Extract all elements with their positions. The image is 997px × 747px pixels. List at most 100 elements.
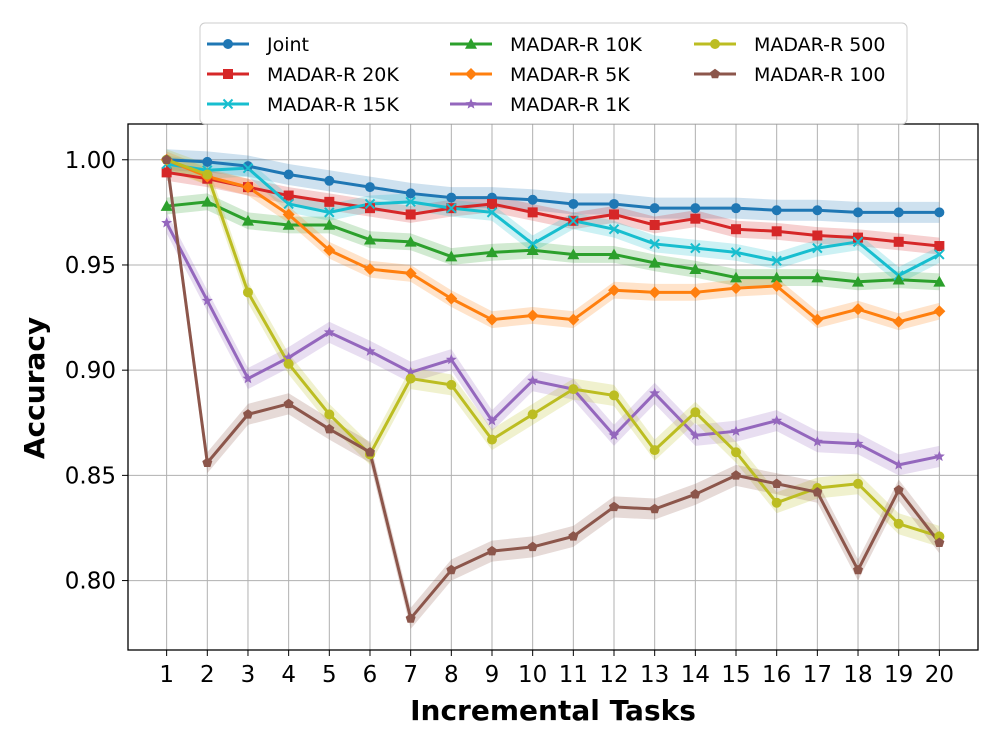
point-madar-r-100 [649, 503, 660, 514]
series-line-madar-r-15k [166, 162, 941, 277]
y-tick-label: 0.90 [65, 358, 116, 384]
point-madar-r-15k [934, 249, 945, 260]
point-madar-r-10k [526, 244, 539, 256]
point-madar-r-15k [771, 255, 782, 266]
point-madar-r-1k [445, 353, 457, 365]
point-madar-r-20k [324, 196, 335, 207]
point-madar-r-10k [160, 200, 173, 211]
x-tick-label: 9 [485, 662, 500, 688]
point-joint [934, 207, 945, 218]
x-tick-label: 14 [681, 662, 710, 688]
point-madar-r-500 [202, 169, 213, 180]
point-madar-r-100 [324, 423, 335, 434]
point-madar-r-20k [649, 219, 660, 230]
band-joint [166, 149, 940, 223]
x-tick-label: 8 [444, 662, 459, 688]
point-madar-r-10k [323, 218, 336, 230]
band-madar-r-20k [166, 163, 940, 255]
point-madar-r-1k [608, 429, 620, 441]
y-tick-label: 1.00 [65, 148, 116, 174]
point-madar-r-15k [527, 238, 538, 250]
point-madar-r-100 [568, 531, 579, 541]
point-madar-r-1k [161, 217, 173, 228]
point-madar-r-10k [363, 233, 376, 245]
point-madar-r-5k [363, 263, 376, 276]
point-madar-r-500 [446, 379, 457, 390]
point-madar-r-10k [567, 248, 580, 260]
point-madar-r-5k [770, 280, 783, 293]
y-tick-label: 0.95 [65, 253, 116, 279]
point-madar-r-100 [527, 541, 538, 552]
series-line-madar-r-100 [165, 159, 941, 620]
point-joint [893, 207, 904, 218]
x-tick-label: 10 [518, 662, 547, 688]
point-madar-r-100 [446, 564, 457, 575]
point-joint [771, 205, 782, 216]
point-madar-r-500 [242, 287, 253, 298]
point-joint [283, 169, 294, 180]
point-madar-r-100 [161, 154, 172, 165]
point-madar-r-1k [486, 414, 498, 426]
point-joint [242, 161, 253, 172]
point-madar-r-5k [933, 305, 946, 318]
point-madar-r-1k [527, 374, 539, 386]
point-madar-r-5k [485, 313, 498, 326]
x-tick-label: 19 [884, 662, 913, 688]
point-madar-r-1k [405, 366, 417, 377]
point-madar-r-5k [608, 284, 621, 297]
legend-marker [223, 39, 233, 49]
point-madar-r-10k [933, 275, 946, 287]
axis-ticks: 1 2 3 4 5 6 7 8 9 10 11 12 13 14 15 16 17 18 19 200.800.850… [65, 148, 954, 688]
x-tick-label: 7 [403, 662, 418, 688]
y-axis-title: Accuracy [18, 317, 51, 459]
point-madar-r-20k [812, 230, 823, 241]
point-madar-r-500 [853, 478, 864, 489]
legend-item-madar-r-1k: MADAR-R 1K [450, 94, 630, 116]
y-tick-label: 0.80 [65, 569, 116, 595]
point-madar-r-10k [201, 195, 214, 207]
point-madar-r-1k [771, 414, 783, 426]
point-madar-r-100 [405, 613, 416, 623]
x-axis-title: Incremental Tasks [410, 694, 696, 727]
point-joint [853, 207, 864, 218]
point-joint [446, 192, 457, 203]
legend-marker [222, 98, 234, 110]
legend-marker [465, 38, 477, 49]
x-tick-label: 12 [599, 662, 628, 688]
point-madar-r-20k [283, 190, 294, 201]
point-joint [527, 194, 538, 205]
point-madar-r-500 [771, 497, 782, 508]
point-madar-r-500 [934, 531, 945, 542]
point-madar-r-10k [892, 273, 905, 285]
point-madar-r-5k [323, 244, 336, 257]
series-line-madar-r-5k [166, 158, 940, 324]
point-joint [364, 182, 375, 193]
point-madar-r-1k [811, 435, 823, 447]
legend-item-madar-r-10k: MADAR-R 10K [450, 34, 642, 56]
point-madar-r-5k [404, 267, 417, 280]
series-line-madar-r-20k [166, 170, 940, 248]
legend-item-madar-r-20k: MADAR-R 20K [207, 64, 399, 86]
legend-box [199, 22, 908, 125]
point-madar-r-500 [486, 434, 497, 445]
series-line-madar-r-10k [166, 200, 940, 284]
point-madar-r-20k [893, 236, 904, 247]
point-madar-r-20k [690, 213, 701, 224]
point-madar-r-15k [283, 198, 294, 210]
band-madar-r-15k [166, 155, 940, 284]
point-madar-r-100 [202, 457, 213, 467]
point-madar-r-15k [568, 215, 579, 226]
point-madar-r-500 [283, 358, 294, 369]
legend-label: MADAR-R 20K [267, 64, 399, 86]
point-madar-r-500 [609, 390, 620, 401]
point-madar-r-10k [608, 248, 621, 260]
point-madar-r-15k [405, 196, 416, 208]
point-madar-r-1k [649, 387, 661, 398]
point-madar-r-15k [446, 202, 457, 214]
point-madar-r-10k [282, 218, 295, 230]
point-madar-r-20k [731, 224, 742, 235]
series-line-joint [166, 158, 940, 214]
point-madar-r-20k [405, 209, 416, 220]
point-madar-r-15k [324, 207, 335, 218]
